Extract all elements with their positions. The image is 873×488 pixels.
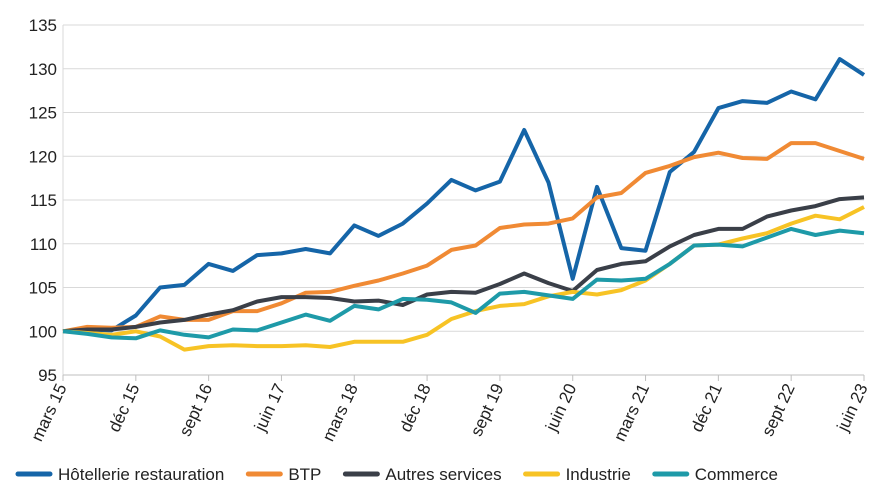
series-line bbox=[62, 141, 865, 334]
x-tick-label: sept 22 bbox=[758, 381, 799, 440]
x-tick-label: mars 15 bbox=[27, 381, 70, 445]
series-line bbox=[62, 205, 865, 352]
series-line bbox=[62, 195, 865, 334]
x-tick-label: juin 23 bbox=[833, 381, 872, 435]
x-tick-label: déc 21 bbox=[687, 381, 726, 435]
x-tick-label: juin 20 bbox=[542, 381, 581, 435]
x-tick-label: déc 18 bbox=[396, 381, 435, 435]
y-tick-label: 95 bbox=[38, 366, 57, 385]
y-tick-label: 110 bbox=[30, 235, 57, 254]
legend-label: Autres services bbox=[385, 465, 501, 484]
y-tick-label: 135 bbox=[29, 16, 57, 35]
y-tick-label: 105 bbox=[29, 279, 57, 298]
y-tick-label: 130 bbox=[29, 60, 57, 79]
y-tick-label: 100 bbox=[29, 322, 57, 341]
x-tick-label: mars 18 bbox=[319, 381, 362, 445]
x-tick-label: sept 16 bbox=[175, 381, 216, 440]
y-tick-label: 125 bbox=[29, 104, 57, 123]
series-line bbox=[62, 226, 865, 341]
y-tick-label: 115 bbox=[30, 191, 57, 210]
series-line bbox=[62, 57, 866, 334]
legend-label: Industrie bbox=[566, 465, 631, 484]
x-tick-label: sept 19 bbox=[467, 381, 508, 440]
x-tick-label: mars 21 bbox=[610, 381, 653, 445]
legend-label: BTP bbox=[288, 465, 321, 484]
y-tick-label: 120 bbox=[29, 147, 57, 166]
x-tick-label: déc 15 bbox=[105, 381, 144, 435]
legend-label: Commerce bbox=[695, 465, 778, 484]
x-tick-label: juin 17 bbox=[250, 381, 289, 435]
legend-label: Hôtellerie restauration bbox=[58, 465, 224, 484]
